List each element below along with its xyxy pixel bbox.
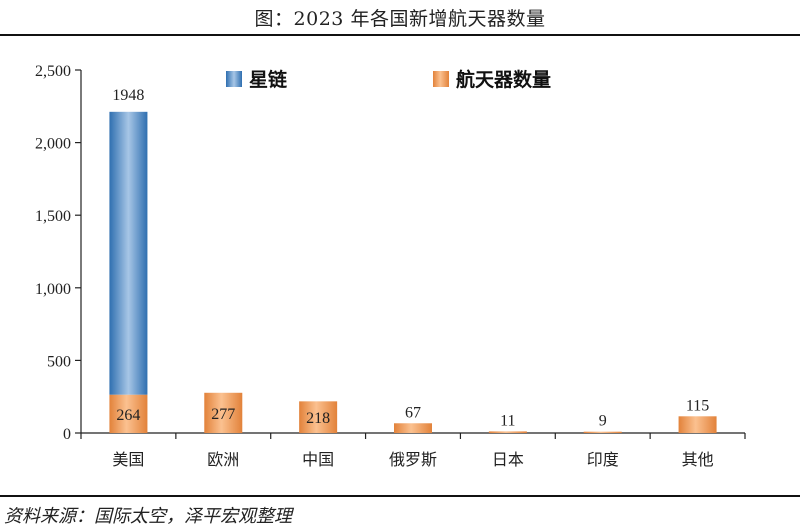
x-category-label: 俄罗斯 xyxy=(389,450,437,469)
data-label-spacecraft: 277 xyxy=(211,406,235,423)
bar-spacecraft xyxy=(583,431,622,433)
bar-spacecraft xyxy=(678,416,717,433)
bar-spacecraft xyxy=(488,431,527,433)
x-category-label: 美国 xyxy=(112,450,144,469)
source-note: 资料来源：国际太空，泽平宏观整理 xyxy=(4,506,292,527)
y-tick-label: 2,500 xyxy=(35,63,71,80)
data-label-spacecraft: 67 xyxy=(405,404,421,421)
data-label-spacecraft: 115 xyxy=(686,397,709,414)
y-tick-label: 2,000 xyxy=(35,136,71,153)
data-label-spacecraft: 218 xyxy=(306,410,330,427)
legend: 星链 航天器数量 xyxy=(226,68,551,91)
data-label-spacecraft: 9 xyxy=(599,413,607,430)
y-axis: 0 500 1,000 1,500 2,000 2,500 xyxy=(35,63,82,443)
x-category-label: 其他 xyxy=(682,450,714,469)
y-tick-label: 1,500 xyxy=(35,208,71,225)
bar-starlink xyxy=(109,111,148,395)
bottom-rule xyxy=(0,495,800,497)
data-label-spacecraft: 264 xyxy=(116,407,140,424)
y-tick-label: 500 xyxy=(47,353,71,370)
y-tick-label: 0 xyxy=(63,426,71,443)
y-tick-label: 1,000 xyxy=(35,281,71,298)
x-category-label: 欧洲 xyxy=(207,450,239,469)
bars: 1948 264 277 218 67 11 9 115 xyxy=(109,87,717,433)
x-category-label: 中国 xyxy=(302,450,334,469)
x-category-label: 日本 xyxy=(492,450,524,469)
bar-spacecraft xyxy=(394,423,432,433)
top-rule xyxy=(0,34,800,36)
bar-spacecraft xyxy=(204,392,243,433)
legend-label: 航天器数量 xyxy=(456,68,551,91)
chart-title: 图：2023 年各国新增航天器数量 xyxy=(254,8,546,30)
bar-spacecraft xyxy=(299,401,338,433)
data-label-starlink: 1948 xyxy=(112,87,144,104)
legend-swatch xyxy=(226,71,242,87)
x-category-label: 印度 xyxy=(587,450,619,469)
legend-label: 星链 xyxy=(249,68,287,91)
legend-swatch xyxy=(433,71,449,87)
data-label-spacecraft: 11 xyxy=(500,412,515,429)
bar-spacecraft xyxy=(109,394,148,433)
x-axis: 美国 欧洲 中国 俄罗斯 日本 印度 其他 xyxy=(80,432,746,469)
